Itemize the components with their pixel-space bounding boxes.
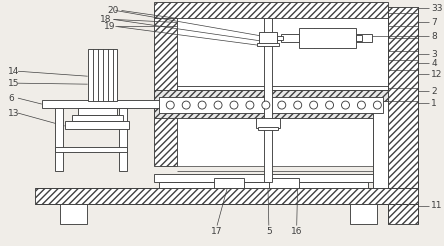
Text: 18: 18 bbox=[99, 15, 111, 24]
Circle shape bbox=[214, 101, 222, 109]
Bar bbox=[65, 121, 130, 129]
Text: 15: 15 bbox=[8, 79, 20, 88]
Bar bbox=[281, 34, 299, 42]
Bar bbox=[357, 35, 362, 41]
Bar bbox=[71, 115, 123, 121]
Bar bbox=[269, 178, 299, 188]
Text: 33: 33 bbox=[431, 4, 443, 13]
Text: 19: 19 bbox=[103, 22, 115, 31]
Bar bbox=[119, 108, 127, 171]
Text: 7: 7 bbox=[431, 18, 437, 27]
Text: 20: 20 bbox=[107, 6, 119, 15]
Bar bbox=[60, 204, 87, 224]
Text: 5: 5 bbox=[266, 227, 272, 236]
Circle shape bbox=[325, 101, 333, 109]
Circle shape bbox=[341, 101, 349, 109]
Text: 12: 12 bbox=[431, 70, 443, 79]
Bar bbox=[159, 182, 369, 188]
Bar bbox=[177, 18, 388, 166]
Bar bbox=[55, 147, 127, 152]
Bar bbox=[259, 32, 277, 44]
Text: 17: 17 bbox=[211, 227, 223, 236]
Bar bbox=[155, 90, 388, 118]
Bar bbox=[78, 108, 118, 115]
Bar bbox=[214, 178, 244, 188]
Circle shape bbox=[166, 101, 174, 109]
Bar bbox=[257, 43, 279, 46]
Bar bbox=[256, 118, 280, 128]
Bar bbox=[373, 101, 388, 188]
Circle shape bbox=[357, 101, 365, 109]
Text: 4: 4 bbox=[431, 59, 437, 68]
Bar bbox=[350, 204, 377, 224]
Circle shape bbox=[262, 101, 270, 109]
Text: 1: 1 bbox=[431, 99, 437, 108]
Bar bbox=[264, 18, 272, 182]
Bar bbox=[277, 36, 283, 40]
Bar bbox=[42, 100, 167, 108]
Bar bbox=[155, 1, 388, 18]
Text: 11: 11 bbox=[431, 201, 443, 210]
Text: 14: 14 bbox=[8, 67, 20, 76]
Circle shape bbox=[309, 101, 317, 109]
Bar bbox=[155, 174, 373, 182]
Circle shape bbox=[278, 101, 286, 109]
Bar bbox=[87, 49, 118, 101]
Text: 2: 2 bbox=[431, 87, 437, 96]
Text: 13: 13 bbox=[8, 108, 20, 118]
Bar bbox=[35, 188, 418, 204]
Bar bbox=[299, 28, 357, 48]
Circle shape bbox=[198, 101, 206, 109]
Circle shape bbox=[294, 101, 301, 109]
Text: 6: 6 bbox=[8, 94, 14, 103]
Bar bbox=[388, 6, 418, 224]
Circle shape bbox=[246, 101, 254, 109]
Circle shape bbox=[373, 101, 381, 109]
Text: 16: 16 bbox=[291, 227, 302, 236]
Circle shape bbox=[230, 101, 238, 109]
Text: 8: 8 bbox=[431, 32, 437, 41]
Bar bbox=[55, 108, 63, 171]
Circle shape bbox=[182, 101, 190, 109]
Bar bbox=[159, 97, 383, 113]
Bar bbox=[357, 34, 373, 42]
Bar bbox=[155, 6, 177, 166]
Bar bbox=[258, 127, 278, 130]
Text: 3: 3 bbox=[431, 50, 437, 59]
